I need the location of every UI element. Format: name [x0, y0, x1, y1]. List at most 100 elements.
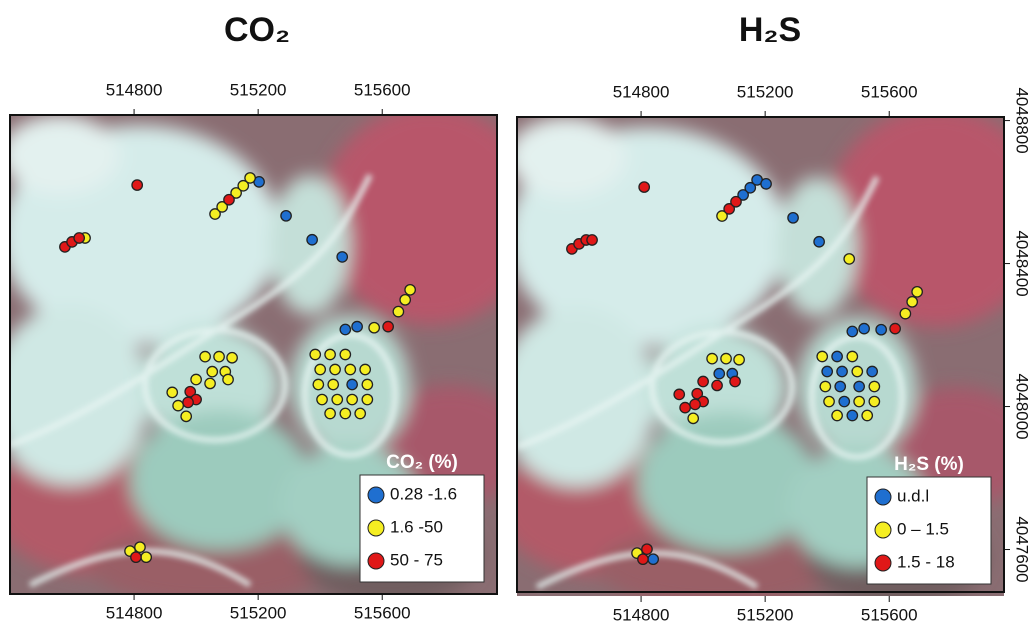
y-tick-label: 4047600	[1013, 516, 1031, 582]
sample-point	[245, 173, 255, 183]
sample-point	[332, 394, 342, 404]
x-tick-label: 514800	[106, 80, 163, 99]
sample-point	[862, 410, 872, 420]
sample-point	[642, 544, 652, 554]
sample-point	[183, 397, 193, 407]
sample-point	[847, 410, 857, 420]
sample-point	[325, 408, 335, 418]
sample-point	[869, 396, 879, 406]
sample-point	[340, 324, 350, 334]
sample-point	[328, 379, 338, 389]
sample-point	[224, 195, 234, 205]
x-tick-label: 515600	[861, 605, 918, 624]
legend-title: H₂S (%)	[894, 454, 964, 475]
sample-point	[822, 366, 832, 376]
sample-point	[74, 233, 84, 243]
x-tick-label: 515200	[737, 82, 794, 101]
sample-point	[876, 324, 886, 334]
legend-swatch	[368, 553, 384, 569]
sample-point	[820, 381, 830, 391]
x-tick-label: 515200	[737, 605, 794, 624]
sample-point	[852, 366, 862, 376]
sample-point	[912, 287, 922, 297]
sample-point	[167, 387, 177, 397]
sample-point	[281, 211, 291, 221]
sample-point	[690, 399, 700, 409]
sample-point	[837, 366, 847, 376]
sample-point	[315, 364, 325, 374]
sample-point	[824, 396, 834, 406]
legend-label: u.d.l	[897, 486, 929, 505]
legend-swatch	[875, 555, 891, 571]
sample-point	[814, 237, 824, 247]
x-tick-label: 515600	[354, 80, 411, 99]
sample-point	[832, 351, 842, 361]
map-figure: CO₂ (%)0.28 -1.61.6 -5050 - 75 H₂S (%)u.…	[0, 0, 1031, 626]
legend-swatch	[368, 487, 384, 503]
sample-point	[721, 353, 731, 363]
sample-point	[393, 306, 403, 316]
x-tick-label: 515600	[861, 82, 918, 101]
sample-point	[400, 295, 410, 305]
legend-swatch	[875, 522, 891, 538]
sample-point	[587, 235, 597, 245]
x-tick-label: 514800	[613, 82, 670, 101]
sample-point	[205, 378, 215, 388]
sample-point	[788, 213, 798, 223]
sample-point	[761, 179, 771, 189]
sample-point	[707, 353, 717, 363]
sample-point	[638, 554, 648, 564]
sample-point	[362, 379, 372, 389]
legend-swatch	[875, 489, 891, 505]
sample-point	[181, 411, 191, 421]
sample-point	[680, 402, 690, 412]
sample-point	[173, 400, 183, 410]
sample-point	[330, 364, 340, 374]
legend-label: 1.5 - 18	[897, 552, 955, 571]
sample-point	[345, 364, 355, 374]
sample-point	[854, 381, 864, 391]
panel-title: H₂S	[739, 11, 801, 49]
sample-point	[698, 376, 708, 386]
sample-point	[131, 552, 141, 562]
sample-point	[847, 326, 857, 336]
sample-point	[347, 394, 357, 404]
sample-point	[313, 379, 323, 389]
sample-point	[734, 355, 744, 365]
legend-swatch	[368, 520, 384, 536]
legend-label: 50 - 75	[390, 550, 443, 569]
sample-point	[132, 180, 142, 190]
sample-point	[869, 381, 879, 391]
sample-point	[135, 542, 145, 552]
sample-point	[214, 351, 224, 361]
sample-point	[340, 408, 350, 418]
legend-label: 0 – 1.5	[897, 519, 949, 538]
sample-point	[405, 285, 415, 295]
sample-point	[731, 197, 741, 207]
sample-point	[360, 364, 370, 374]
sample-point	[844, 254, 854, 264]
sample-point	[674, 389, 684, 399]
y-tick-label: 4048400	[1013, 230, 1031, 296]
x-tick-label: 514800	[106, 603, 163, 622]
sample-point	[227, 353, 237, 363]
sample-point	[900, 308, 910, 318]
sample-point	[714, 368, 724, 378]
sample-point	[369, 322, 379, 332]
sample-point	[355, 408, 365, 418]
sample-point	[907, 297, 917, 307]
sample-point	[207, 366, 217, 376]
sample-point	[362, 394, 372, 404]
sample-point	[835, 381, 845, 391]
sample-point	[141, 552, 151, 562]
sample-point	[352, 321, 362, 331]
panel-title: CO₂	[224, 11, 290, 49]
sample-point	[867, 366, 877, 376]
sample-point	[317, 394, 327, 404]
sample-point	[337, 252, 347, 262]
sample-point	[839, 396, 849, 406]
y-tick-label: 4048800	[1013, 87, 1031, 153]
sample-point	[890, 323, 900, 333]
x-tick-label: 515200	[230, 80, 287, 99]
sample-point	[730, 376, 740, 386]
